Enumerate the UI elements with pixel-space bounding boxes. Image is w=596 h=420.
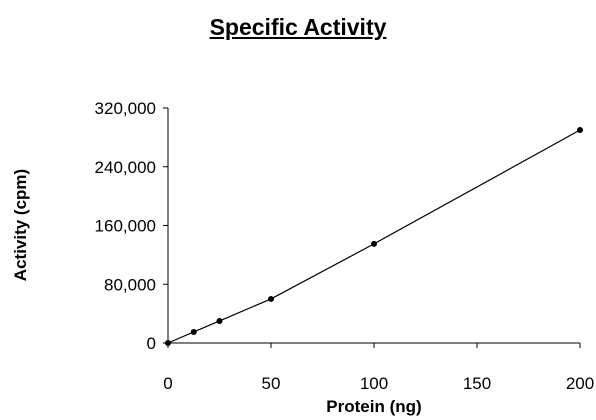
data-point <box>190 328 197 335</box>
data-point <box>268 295 274 302</box>
y-tick-label: 160,000 <box>95 217 156 236</box>
y-tick-label: 0 <box>147 334 156 353</box>
chart-title: Specific Activity <box>209 14 387 40</box>
x-tick-label: 200 <box>566 374 594 393</box>
y-tick-label: 240,000 <box>95 158 156 177</box>
y-axis-title: Activity (cpm) <box>11 169 30 281</box>
x-axis-title: Protein (ng) <box>326 397 421 416</box>
y-ticks: 0 80,000 160,000 240,000 320,000 <box>95 99 168 353</box>
y-tick-label: 80,000 <box>104 275 156 294</box>
y-tick-label: 320,000 <box>95 99 156 118</box>
x-tick-label: 150 <box>463 374 491 393</box>
data-point <box>165 340 171 346</box>
series-layer <box>165 127 583 346</box>
data-point <box>216 317 223 324</box>
data-point <box>577 127 583 134</box>
x-tick-label: 100 <box>360 374 388 393</box>
data-point <box>371 240 377 247</box>
x-ticks: 0 50 100 150 200 <box>163 343 594 393</box>
x-tick-label: 0 <box>163 374 172 393</box>
x-tick-label: 50 <box>262 374 281 393</box>
series-line <box>167 129 581 344</box>
